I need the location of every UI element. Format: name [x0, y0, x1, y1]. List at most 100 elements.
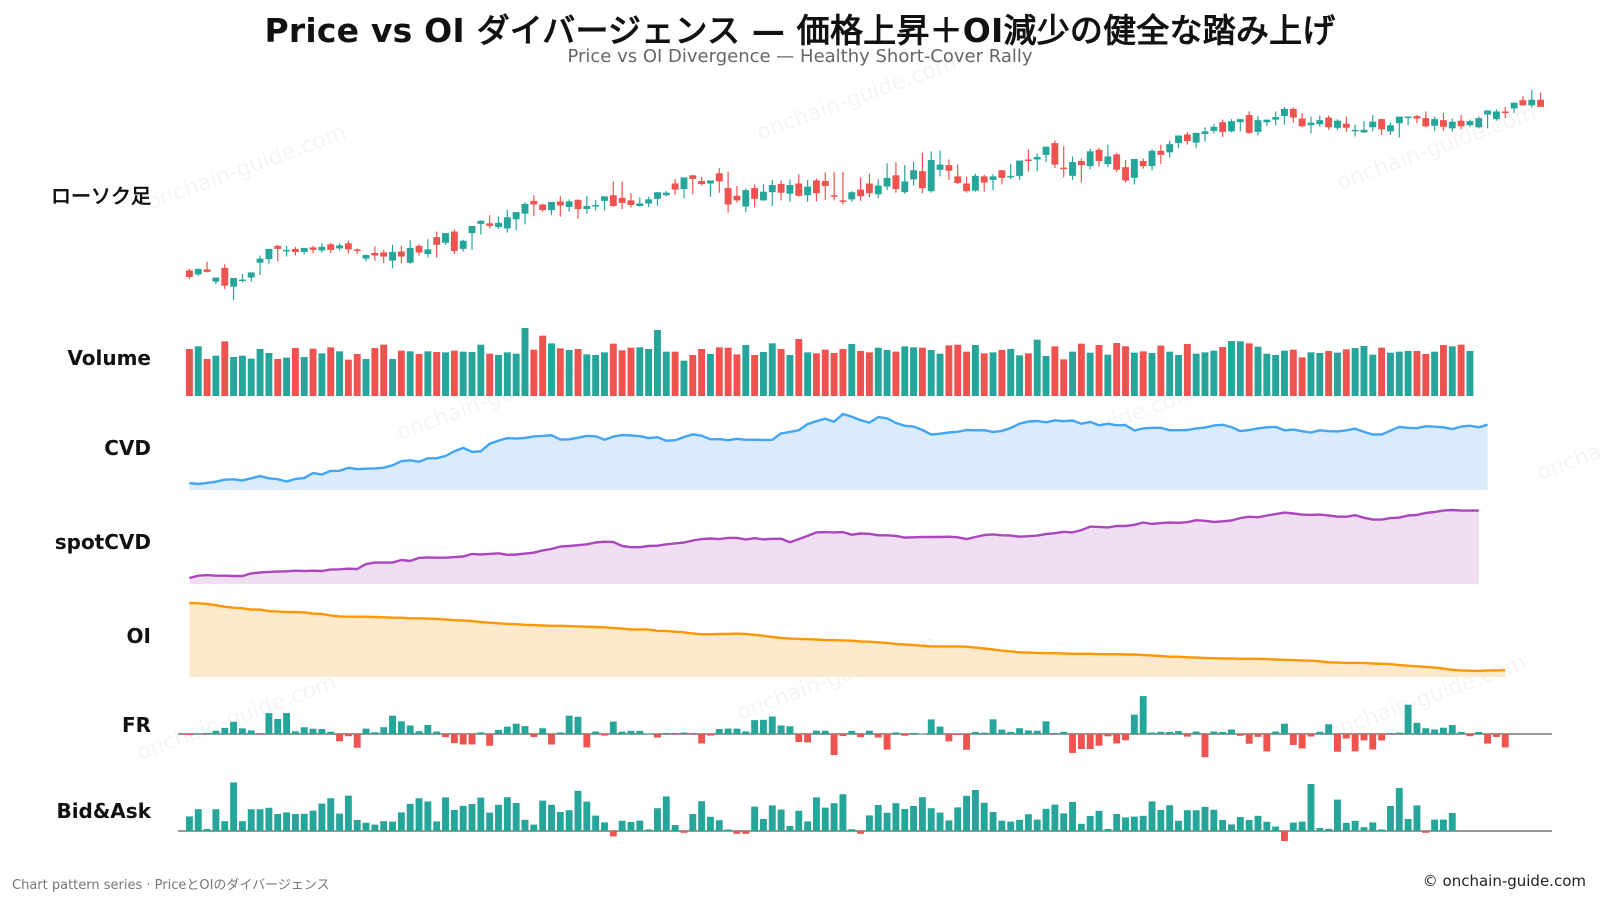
candle-body [468, 225, 476, 234]
bid-ask-bar [839, 794, 847, 831]
fr-bar [371, 732, 379, 734]
fr-bar [1492, 734, 1500, 737]
candle-body [733, 195, 741, 201]
bid-ask-bar [1086, 816, 1094, 831]
candle-body [1228, 121, 1235, 132]
candle-body [1537, 99, 1545, 107]
candle-body [865, 183, 873, 194]
bid-ask-bar [1113, 814, 1121, 831]
fr-bar [495, 729, 502, 734]
fr-bar [1431, 729, 1439, 734]
fr-bar [1387, 732, 1394, 734]
bid-ask-bar [194, 809, 202, 831]
bid-ask-bar [371, 824, 379, 831]
fr-bar [910, 732, 918, 734]
bid-ask-bar [812, 797, 820, 831]
candle-body [212, 277, 220, 282]
candle-body [265, 248, 273, 260]
fr-bar [380, 727, 388, 734]
fr-bar [1148, 732, 1156, 734]
bid-ask-bar [1439, 819, 1447, 831]
bid-ask-bar [1263, 821, 1271, 831]
candle-body [689, 175, 697, 179]
candle-body [1484, 110, 1492, 115]
panel-label-oi: OI [126, 624, 151, 648]
fr-bar [636, 730, 644, 734]
candle-body [1104, 156, 1112, 165]
volume-bar [1307, 352, 1315, 396]
candle-body [680, 177, 688, 190]
fr-bar [556, 732, 564, 734]
volume-bar [671, 351, 679, 396]
candle-body [1369, 121, 1377, 128]
fr-bar [698, 734, 706, 744]
candle-body [795, 183, 803, 196]
candle-body [256, 258, 264, 263]
candle-body [300, 247, 308, 252]
candle-body [1510, 102, 1518, 109]
fr-bar [786, 726, 794, 734]
bid-ask-bar [777, 809, 785, 831]
fr-bar [221, 727, 229, 734]
fr-bar [1501, 734, 1509, 748]
bid-ask-bar [627, 822, 635, 831]
bid-ask-bar [1334, 799, 1341, 831]
candle-body [203, 269, 211, 272]
volume-bar [344, 359, 352, 396]
candle-body [1413, 116, 1421, 119]
candle-body [724, 188, 732, 205]
bid-ask-bar [1360, 827, 1368, 831]
fr-bar [936, 726, 944, 734]
bid-ask-bar [1219, 820, 1227, 831]
volume-bar [724, 347, 732, 396]
volume-bar [592, 355, 600, 396]
bid-ask-bar [1148, 801, 1156, 831]
volume-bar [715, 347, 723, 396]
fr-bar [671, 732, 679, 734]
fr-bar [742, 731, 750, 734]
fr-bar [1024, 730, 1032, 734]
fr-bar [945, 734, 953, 742]
fr-bar [751, 720, 759, 734]
volume-bar [910, 347, 918, 396]
fr-bar [601, 734, 608, 736]
fr-bar [442, 734, 449, 738]
volume-bar [1281, 350, 1288, 396]
bid-ask-bar [601, 822, 608, 831]
fr-bar [592, 731, 600, 734]
bid-ask-bar [1060, 813, 1068, 831]
volume-bar [971, 345, 979, 396]
fr-bar [1077, 734, 1085, 750]
bid-ask-bar [1175, 820, 1182, 831]
volume-bar [1395, 351, 1403, 396]
volume-bar [945, 345, 953, 396]
candle-body [1245, 115, 1253, 133]
candle-body [1475, 118, 1483, 128]
volume-bar [927, 350, 935, 396]
bid-ask-bar [689, 814, 697, 831]
watermark-text: onchain-guide.com [754, 50, 960, 145]
bid-ask-bar [1325, 828, 1333, 831]
volume-bar [380, 344, 388, 396]
fr-bar [574, 716, 582, 734]
volume-bar [1148, 353, 1156, 396]
bid-ask-bar [1378, 829, 1386, 831]
fr-bar [203, 732, 211, 734]
oi-area-fill [189, 603, 1506, 677]
candle-body [592, 204, 600, 207]
fr-bar [618, 731, 626, 734]
volume-bar [1263, 353, 1271, 396]
copyright-link[interactable]: © onchain-guide.com [1422, 872, 1586, 890]
bid-ask-bar [1051, 804, 1059, 831]
fr-bar [1201, 734, 1209, 758]
bid-ask-bar [733, 831, 741, 834]
fr-bar [194, 733, 202, 735]
candle-body [230, 278, 238, 287]
candle-body [221, 267, 229, 286]
fr-bar [1395, 732, 1403, 734]
fr-bar [283, 713, 291, 734]
volume-bar [468, 352, 476, 396]
fr-bar [1051, 732, 1059, 734]
volume-bar [839, 349, 847, 396]
candle-body [1254, 120, 1262, 132]
